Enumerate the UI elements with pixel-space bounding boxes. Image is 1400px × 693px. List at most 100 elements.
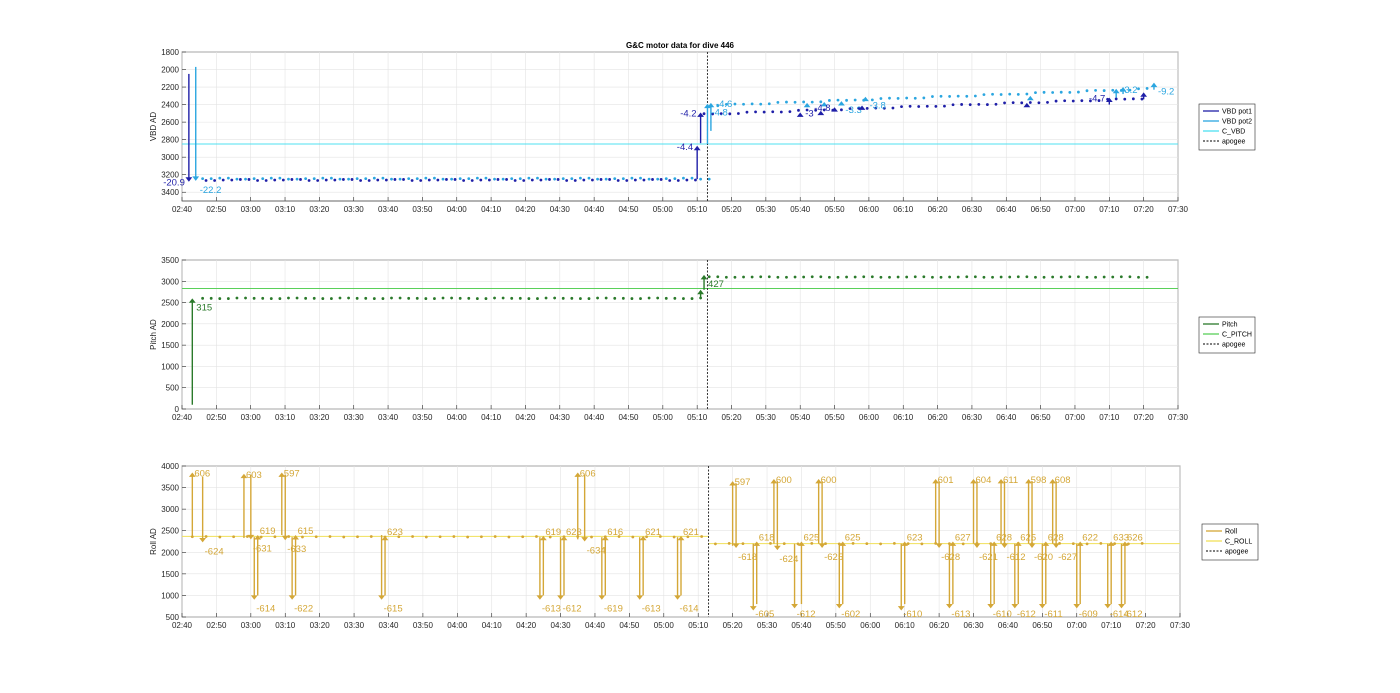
x-tick-label: 05:20: [722, 413, 743, 422]
data-point: [238, 178, 242, 181]
move-label: -4.8: [711, 108, 727, 119]
move-label: -633: [287, 544, 306, 555]
data-point: [1111, 275, 1115, 279]
data-point: [1114, 97, 1118, 101]
data-point: [539, 178, 543, 182]
data-point: [269, 176, 273, 180]
data-point: [579, 297, 582, 300]
data-point: [204, 535, 208, 538]
data-point: [316, 179, 320, 182]
data-point: [948, 275, 952, 279]
x-tick-label: 04:30: [550, 413, 571, 422]
legend-box: [1198, 103, 1256, 151]
data-point: [521, 535, 525, 539]
data-point: [582, 178, 586, 182]
data-point: [201, 296, 205, 300]
arrow-head: [773, 545, 781, 551]
x-tick-label: 07:00: [1065, 205, 1086, 214]
arrow-head: [557, 595, 564, 600]
data-point: [232, 535, 236, 539]
data-point: [608, 178, 611, 181]
data-point: [535, 535, 538, 538]
data-point: [865, 106, 869, 110]
data-point: [913, 96, 917, 100]
x-tick-label: 04:40: [584, 205, 605, 214]
data-point: [625, 179, 629, 182]
x-tick-label: 04:50: [619, 621, 640, 630]
data-point: [956, 94, 960, 98]
x-tick-label: 03:20: [310, 621, 331, 630]
data-point: [1123, 97, 1127, 101]
move-label: -614: [256, 604, 275, 615]
data-point: [982, 93, 986, 96]
x-tick-label: 06:20: [929, 621, 950, 630]
data-point: [505, 178, 508, 181]
move-arrow: [858, 105, 866, 110]
x-tick-label: 04:00: [447, 413, 468, 422]
x-tick-label: 06:20: [928, 205, 949, 214]
move-label: -614: [680, 604, 699, 615]
move-arrow: -620: [1028, 481, 1053, 563]
data-point: [1051, 275, 1055, 279]
move-label: -620: [1034, 552, 1053, 563]
data-point: [702, 112, 706, 116]
data-point: [1003, 101, 1006, 105]
arrow-head: [1118, 603, 1125, 609]
data-point: [536, 297, 539, 300]
data-point: [1111, 88, 1115, 92]
data-point: [1068, 90, 1072, 94]
data-point: [631, 535, 635, 539]
arrow-head: [753, 541, 761, 546]
chart-panel-3: 02:40 02:50 03:00 03:10 03:20 03:30 03:40 03:50…: [149, 462, 1259, 630]
data-point: [438, 535, 442, 539]
move-label: -20.9: [163, 178, 185, 189]
data-point: [1071, 542, 1075, 546]
move-label: -609: [1079, 609, 1098, 620]
data-point: [355, 177, 359, 181]
data-point: [314, 535, 318, 539]
move-label: 623: [387, 527, 403, 538]
arrow-head: [188, 472, 196, 477]
data-point: [767, 275, 771, 279]
arrow-head: [1049, 478, 1057, 484]
x-tick-label: 04:10: [481, 205, 502, 214]
move-arrow: -612: [1118, 543, 1143, 620]
data-point: [1085, 542, 1089, 546]
move-label: -627: [1058, 552, 1077, 563]
data-point: [845, 98, 848, 102]
x-tick-label: 07:10: [1101, 621, 1122, 630]
arrow-head: [697, 289, 705, 295]
data-point: [879, 97, 883, 100]
data-point: [771, 110, 775, 114]
data-point: [973, 94, 977, 98]
move-label: 621: [683, 527, 699, 538]
x-tick-label: 06:30: [962, 205, 983, 214]
move-arrow: -613: [536, 537, 561, 615]
data-point: [676, 179, 680, 182]
data-point: [450, 177, 454, 181]
data-point: [487, 178, 491, 182]
data-point: [518, 177, 522, 181]
move-arrow: -615: [378, 535, 403, 615]
data-point: [1034, 275, 1037, 279]
x-tick-label: 06:00: [860, 621, 881, 630]
data-point: [527, 297, 531, 300]
move-arrow: -4.7: [1089, 94, 1113, 105]
arrow-head: [539, 535, 547, 541]
data-point: [347, 296, 350, 300]
x-tick-label: 02:50: [206, 621, 227, 630]
y-tick-label: 1800: [161, 48, 179, 57]
data-point: [931, 275, 934, 279]
data-point: [1094, 88, 1097, 92]
x-tick-label: 07:10: [1099, 413, 1120, 422]
arrow-head: [1028, 543, 1036, 548]
move-arrow: 621: [639, 527, 661, 596]
move-label: 625: [803, 533, 819, 544]
arrow-head: [378, 595, 385, 600]
arrow-head: [192, 176, 200, 181]
move-label: -3.8: [869, 101, 885, 112]
data-point: [278, 297, 282, 300]
data-point: [690, 176, 694, 180]
data-point: [553, 177, 557, 181]
move-arrow: -628: [935, 481, 960, 563]
